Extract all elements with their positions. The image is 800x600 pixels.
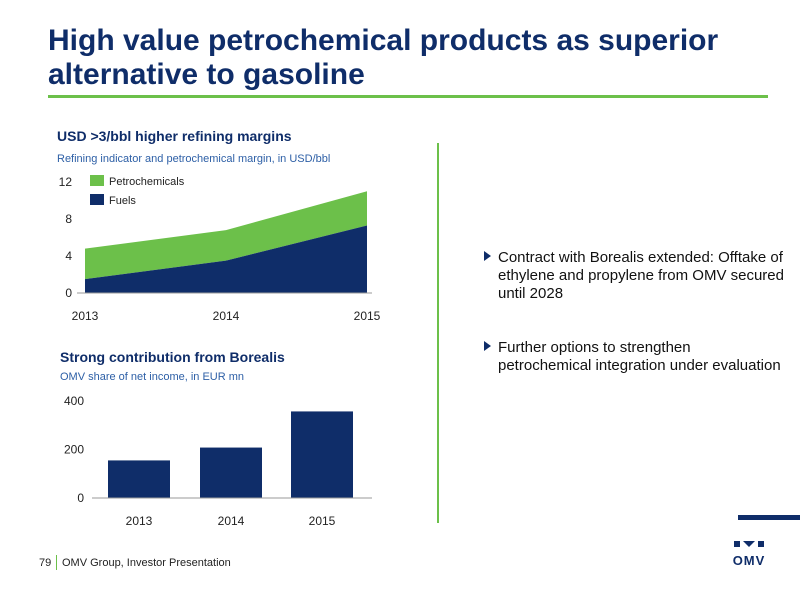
bullet-item-1: Contract with Borealis extended: Offtake… bbox=[484, 249, 784, 303]
bar-x-tick-label: 2015 bbox=[309, 514, 336, 528]
bar-y-tick-label: 0 bbox=[77, 491, 84, 505]
legend-label-petrochemicals: Petrochemicals bbox=[109, 176, 185, 188]
area-chart-title: USD >3/bbl higher refining margins bbox=[57, 128, 292, 144]
bar-x-tick-label: 2014 bbox=[218, 514, 245, 528]
footer-separator bbox=[56, 555, 57, 570]
bullet-text: Contract with Borealis extended: Offtake… bbox=[498, 249, 784, 302]
area-chart-subtitle: Refining indicator and petrochemical mar… bbox=[57, 153, 331, 165]
title-underline bbox=[48, 95, 768, 98]
legend-label-fuels: Fuels bbox=[109, 195, 136, 207]
area-y-tick-label: 12 bbox=[59, 175, 73, 189]
bar-2015 bbox=[291, 411, 353, 498]
bar-x-tick-label: 2013 bbox=[126, 514, 153, 528]
slide-title: High value petrochemical products as sup… bbox=[48, 24, 719, 91]
bar-chart-subtitle: OMV share of net income, in EUR mn bbox=[60, 371, 245, 383]
area-x-tick-label: 2014 bbox=[213, 309, 240, 323]
footer-text: OMV Group, Investor Presentation bbox=[62, 557, 231, 569]
bar-y-tick-label: 400 bbox=[64, 394, 84, 408]
omv-logo-mark-icon bbox=[734, 541, 764, 547]
bar-chart-title: Strong contribution from Borealis bbox=[60, 349, 285, 365]
bullet-arrow-icon bbox=[484, 341, 491, 351]
area-x-tick-label: 2015 bbox=[354, 309, 381, 323]
bar-2014 bbox=[200, 447, 262, 498]
legend-swatch-petrochemicals bbox=[90, 175, 104, 186]
area-series-petrochemicals bbox=[85, 191, 367, 280]
area-y-tick-label: 0 bbox=[65, 286, 72, 300]
footer-accent-bar bbox=[738, 515, 800, 520]
area-y-tick-label: 8 bbox=[65, 212, 72, 226]
area-series-fuels bbox=[85, 225, 367, 293]
bullet-text: Further options to strengthen petrochemi… bbox=[498, 339, 781, 374]
page-number: 79 bbox=[39, 557, 52, 569]
vertical-divider bbox=[437, 143, 439, 523]
legend-swatch-fuels bbox=[90, 194, 104, 205]
bullet-item-2: Further options to strengthen petrochemi… bbox=[484, 339, 784, 375]
area-x-tick-label: 2013 bbox=[72, 309, 99, 323]
omv-logo: OMV bbox=[724, 540, 774, 570]
area-y-tick-label: 4 bbox=[65, 249, 72, 263]
logo-text: OMV bbox=[732, 553, 766, 568]
bullet-arrow-icon bbox=[484, 251, 491, 261]
bar-y-tick-label: 200 bbox=[64, 443, 84, 457]
bar-2013 bbox=[108, 460, 170, 498]
